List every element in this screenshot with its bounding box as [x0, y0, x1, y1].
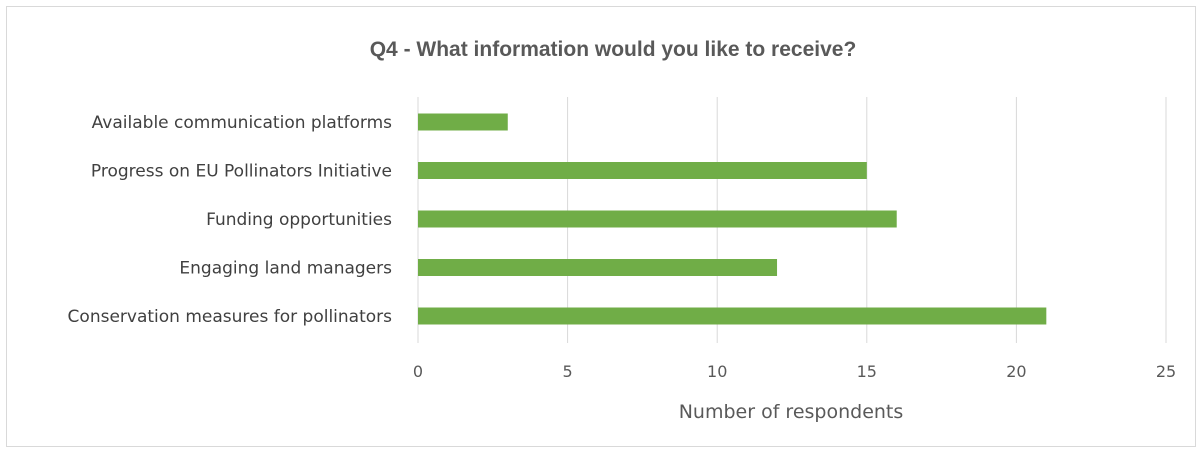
x-tick-label: 20 [1006, 362, 1026, 381]
bars [418, 113, 1047, 325]
x-axis-label: Number of respondents [679, 401, 904, 423]
gridlines [417, 97, 1167, 343]
x-tick-label: 25 [1156, 362, 1176, 381]
category-label: Funding opportunities [206, 210, 392, 230]
bar [418, 113, 508, 131]
bar [418, 210, 897, 228]
category-label: Available communication platforms [92, 113, 392, 133]
x-tick-label: 15 [857, 362, 877, 381]
bar [418, 307, 1047, 325]
x-tick-label: 5 [563, 362, 573, 381]
x-tick-label: 10 [707, 362, 727, 381]
chart-title: Q4 - What information would you like to … [370, 38, 857, 61]
category-label: Engaging land managers [179, 259, 392, 279]
bar [418, 162, 867, 179]
x-tick-label: 0 [413, 362, 423, 381]
bar [418, 259, 778, 276]
category-labels: Available communication platforms Progres… [68, 113, 393, 327]
category-label: Progress on EU Pollinators Initiative [91, 162, 392, 182]
x-tick-labels: 0 5 10 15 20 25 [413, 362, 1176, 381]
category-label: Conservation measures for pollinators [68, 307, 393, 327]
